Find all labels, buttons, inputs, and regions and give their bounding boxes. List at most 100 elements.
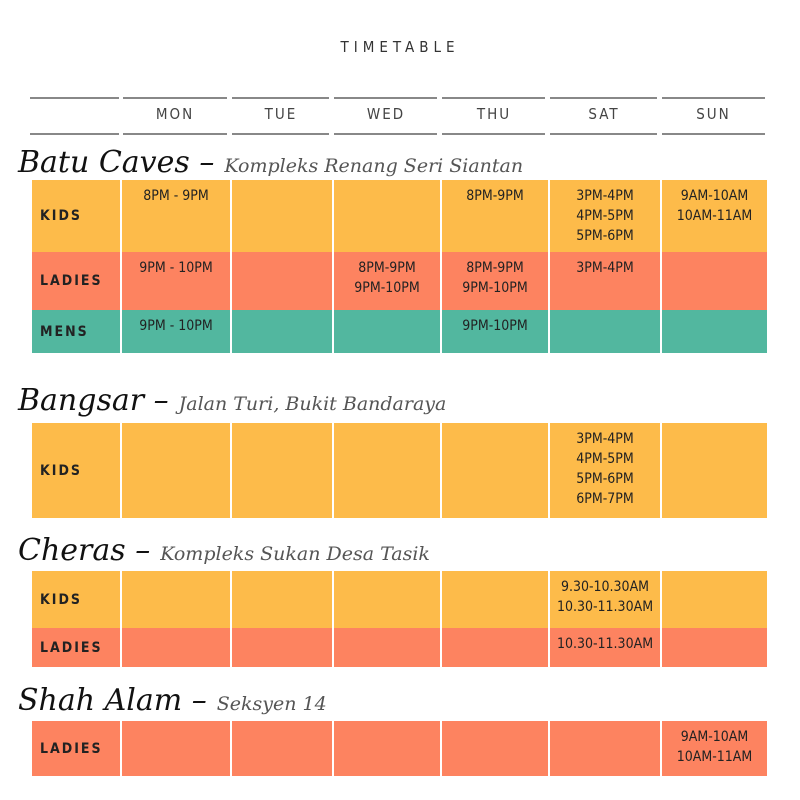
location-name: Bangsar – bbox=[18, 383, 169, 418]
time-slots: 9PM - 10PM bbox=[139, 260, 213, 276]
time-slots: 8PM - 9PM bbox=[143, 188, 209, 204]
category-cell: KIDS bbox=[32, 571, 120, 628]
time-cell-thu bbox=[440, 571, 548, 628]
time-cell-tue bbox=[230, 628, 332, 667]
category-label: KIDS bbox=[40, 462, 82, 479]
location-name: Shah Alam – bbox=[18, 683, 207, 718]
timetable-title: TIMETABLE bbox=[340, 38, 460, 56]
schedule-row-kids: KIDS 9.30-10.30AM 10.30-11.30AM bbox=[32, 571, 767, 628]
time-cell-mon: 9PM - 10PM bbox=[120, 310, 230, 353]
time-cell-sun bbox=[660, 310, 767, 353]
time-cell-mon bbox=[120, 628, 230, 667]
header-bottom-line bbox=[30, 133, 119, 135]
time-cell-mon bbox=[120, 571, 230, 628]
day-thu: THU bbox=[476, 105, 512, 123]
location-heading: Shah Alam – Seksyen 14 bbox=[18, 683, 327, 718]
location-heading: Batu Caves – Kompleks Renang Seri Siantan bbox=[18, 145, 523, 180]
header-top-line bbox=[232, 97, 329, 99]
day-sun: SUN bbox=[696, 105, 731, 123]
time-cell-sun bbox=[660, 423, 767, 518]
header-top-line bbox=[123, 97, 227, 99]
time-slots: 8PM-9PM 9PM-10PM bbox=[462, 260, 528, 296]
time-slots: 9AM-10AM 10AM-11AM bbox=[676, 729, 753, 765]
category-cell: LADIES bbox=[32, 721, 120, 776]
time-cell-tue bbox=[230, 252, 332, 310]
location-address: Kompleks Sukan Desa Tasik bbox=[160, 543, 430, 565]
time-slots: 9PM-10PM bbox=[462, 318, 528, 334]
time-cell-tue bbox=[230, 310, 332, 353]
time-cell-thu: 8PM-9PM 9PM-10PM bbox=[440, 252, 548, 310]
time-cell-tue bbox=[230, 721, 332, 776]
time-slots: 10.30-11.30AM bbox=[556, 636, 654, 652]
time-slots: 8PM-9PM bbox=[466, 188, 524, 204]
time-cell-mon: 8PM - 9PM bbox=[120, 180, 230, 252]
time-cell-wed bbox=[332, 310, 440, 353]
time-cell-sun bbox=[660, 628, 767, 667]
category-label: LADIES bbox=[40, 639, 103, 656]
time-cell-sat: 9.30-10.30AM 10.30-11.30AM bbox=[548, 571, 660, 628]
time-cell-wed: 8PM-9PM 9PM-10PM bbox=[332, 252, 440, 310]
day-wed: WED bbox=[366, 105, 406, 123]
time-slots: 9PM - 10PM bbox=[139, 318, 213, 334]
location-address: Kompleks Renang Seri Siantan bbox=[224, 155, 524, 177]
category-label: LADIES bbox=[40, 273, 103, 289]
header-bottom-line bbox=[550, 133, 657, 135]
time-slots: 3PM-4PM bbox=[576, 260, 634, 276]
location-heading: Cheras – Kompleks Sukan Desa Tasik bbox=[18, 533, 430, 568]
header-bottom-line bbox=[123, 133, 227, 135]
schedule-row-kids: KIDS 8PM - 9PM 8PM-9PM 3PM-4PM 4PM-5PM 5PM-… bbox=[32, 180, 767, 252]
day-tue: TUE bbox=[264, 105, 298, 123]
category-label: MENS bbox=[40, 323, 89, 340]
time-cell-sat: 10.30-11.30AM bbox=[548, 628, 660, 667]
time-cell-wed bbox=[332, 571, 440, 628]
category-cell: MENS bbox=[32, 310, 120, 353]
time-cell-mon: 9PM - 10PM bbox=[120, 252, 230, 310]
time-cell-wed bbox=[332, 721, 440, 776]
time-cell-sun: 9AM-10AM 10AM-11AM bbox=[660, 180, 767, 252]
time-cell-tue bbox=[230, 180, 332, 252]
category-cell: KIDS bbox=[32, 423, 120, 518]
header-top-line bbox=[334, 97, 437, 99]
header-top-line bbox=[662, 97, 765, 99]
time-cell-sat: 3PM-4PM 4PM-5PM 5PM-6PM 6PM-7PM bbox=[548, 423, 660, 518]
time-cell-thu bbox=[440, 721, 548, 776]
time-cell-wed bbox=[332, 628, 440, 667]
time-cell-wed bbox=[332, 423, 440, 518]
time-cell-tue bbox=[230, 571, 332, 628]
category-cell: LADIES bbox=[32, 252, 120, 310]
location-address: Jalan Turi, Bukit Bandaraya bbox=[178, 393, 447, 415]
time-cell-sun bbox=[660, 252, 767, 310]
time-cell-thu: 9PM-10PM bbox=[440, 310, 548, 353]
time-cell-sun bbox=[660, 571, 767, 628]
header-top-line bbox=[442, 97, 545, 99]
category-label: KIDS bbox=[40, 591, 82, 608]
time-cell-sat: 3PM-4PM 4PM-5PM 5PM-6PM bbox=[548, 180, 660, 252]
header-bottom-line bbox=[232, 133, 329, 135]
schedule-row-ladies: LADIES 9AM-10AM 10AM-11AM bbox=[32, 721, 767, 776]
time-cell-sun: 9AM-10AM 10AM-11AM bbox=[660, 721, 767, 776]
time-cell-sat bbox=[548, 310, 660, 353]
time-cell-sat bbox=[548, 721, 660, 776]
time-cell-thu: 8PM-9PM bbox=[440, 180, 548, 252]
time-slots: 9.30-10.30AM 10.30-11.30AM bbox=[556, 579, 654, 615]
day-sat: SAT bbox=[588, 105, 620, 123]
time-cell-tue bbox=[230, 423, 332, 518]
header-top-line bbox=[30, 97, 119, 99]
time-slots: 9AM-10AM 10AM-11AM bbox=[676, 188, 753, 224]
header-top-line bbox=[550, 97, 657, 99]
header-bottom-line bbox=[662, 133, 765, 135]
location-name: Cheras – bbox=[18, 533, 151, 568]
category-label: KIDS bbox=[40, 208, 82, 224]
category-cell: LADIES bbox=[32, 628, 120, 667]
schedule-row-kids: KIDS 3PM-4PM 4PM-5PM 5PM-6PM 6PM-7PM bbox=[32, 423, 767, 518]
time-cell-sat: 3PM-4PM bbox=[548, 252, 660, 310]
time-slots: 3PM-4PM 4PM-5PM 5PM-6PM bbox=[576, 188, 634, 244]
time-cell-thu bbox=[440, 628, 548, 667]
time-slots: 3PM-4PM 4PM-5PM 5PM-6PM 6PM-7PM bbox=[576, 431, 634, 507]
time-cell-wed bbox=[332, 180, 440, 252]
category-cell: KIDS bbox=[32, 180, 120, 252]
time-cell-thu bbox=[440, 423, 548, 518]
schedule-row-ladies: LADIES 9PM - 10PM 8PM-9PM 9PM-10PM 8PM-9PM … bbox=[32, 252, 767, 310]
day-mon: MON bbox=[155, 105, 195, 123]
time-slots: 8PM-9PM 9PM-10PM bbox=[354, 260, 420, 296]
